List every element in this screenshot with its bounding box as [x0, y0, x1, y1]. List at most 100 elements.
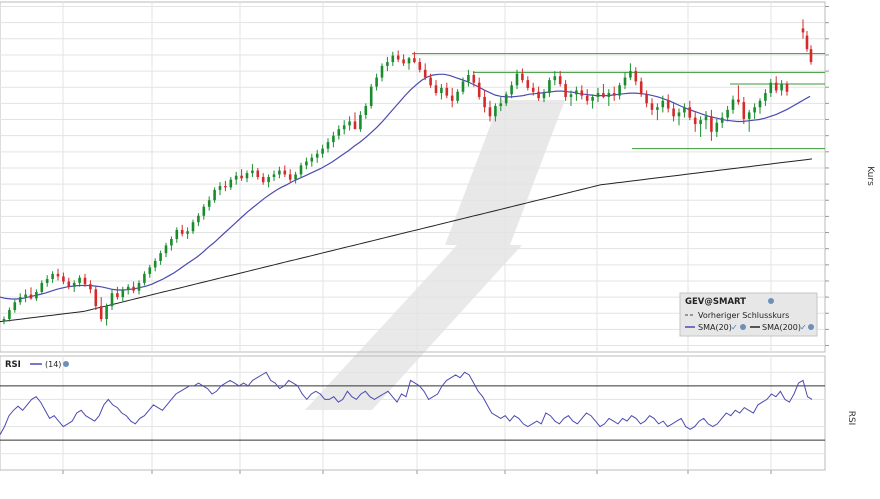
legend-prevclose-label: Vorheriger Schlusskurs	[698, 311, 789, 320]
candle-body	[283, 170, 287, 175]
candle-body	[564, 84, 567, 97]
price-axis-label: Kurs	[865, 166, 875, 186]
candle-body	[585, 95, 589, 101]
candle-body	[569, 94, 573, 97]
candle-body	[809, 49, 813, 63]
candle-body	[386, 62, 389, 66]
candle-body	[315, 153, 319, 158]
rsi-info-icon[interactable]	[63, 361, 69, 367]
candle-body	[83, 277, 87, 285]
candle-body	[607, 93, 611, 97]
candle-body	[126, 286, 130, 290]
candle-body	[191, 222, 195, 232]
candle-body	[99, 306, 103, 320]
candle-body	[445, 87, 449, 96]
candle-body	[780, 84, 783, 91]
candle-body	[548, 80, 551, 94]
legend-sma200-label: SMA(200)	[762, 323, 801, 332]
candle-body	[332, 135, 335, 143]
legend-sma200-info-icon[interactable]	[808, 324, 814, 330]
candle-body	[375, 77, 378, 87]
candle-body	[8, 310, 11, 320]
candle-body	[634, 71, 638, 82]
candle-body	[612, 93, 616, 96]
candle-body	[429, 77, 432, 86]
candle-body	[35, 291, 38, 299]
candle-body	[348, 121, 351, 126]
candle-body	[629, 71, 632, 78]
candle-body	[407, 58, 411, 64]
candle-body	[764, 93, 767, 101]
watermark-slash-lower	[305, 245, 522, 410]
candle-body	[267, 177, 270, 183]
legend-title-info-icon[interactable]	[768, 298, 774, 304]
candle-body	[731, 99, 735, 110]
candle-body	[402, 59, 405, 64]
legend-sma20-info-icon[interactable]	[740, 324, 746, 330]
rsi-period-label: (14)	[45, 360, 61, 369]
candle-body	[202, 206, 206, 216]
candle-body	[321, 148, 324, 154]
candle-body	[645, 94, 648, 104]
rsi-title: RSI	[5, 360, 21, 370]
candle-body	[661, 100, 665, 108]
candle-body	[337, 129, 341, 136]
candle-body	[148, 267, 152, 274]
candle-body	[753, 107, 756, 113]
candle-body	[51, 273, 54, 280]
candle-body	[153, 260, 157, 268]
candle-body	[143, 273, 146, 283]
candle-body	[542, 93, 546, 99]
candle-body	[758, 100, 762, 108]
candle-body	[186, 231, 189, 234]
candle-body	[693, 117, 697, 125]
candle-body	[175, 229, 179, 239]
candle-body	[380, 65, 384, 78]
candle-body	[467, 74, 470, 82]
candle-body	[805, 35, 809, 50]
candle-body	[720, 117, 724, 123]
candle-body	[234, 175, 238, 180]
candle-body	[45, 279, 49, 283]
candle-body	[396, 55, 400, 60]
candle-body	[510, 85, 513, 95]
rsi-line	[0, 371, 813, 435]
candle-body	[272, 174, 276, 177]
candle-body	[531, 87, 535, 92]
candle-body	[602, 93, 605, 97]
candle-body	[488, 107, 492, 117]
candle-body	[553, 76, 557, 81]
candle-body	[342, 125, 346, 130]
candle-body	[499, 103, 503, 106]
candle-body	[29, 294, 33, 299]
candle-body	[456, 91, 459, 101]
candle-body	[666, 100, 670, 109]
sma200-line	[0, 158, 813, 323]
candle-body	[423, 69, 427, 78]
rsi-panel	[0, 355, 826, 471]
candle-body	[256, 170, 260, 177]
candle-body	[672, 108, 675, 117]
candle-body	[715, 122, 719, 132]
candle-body	[137, 282, 141, 291]
candle-body	[170, 238, 173, 246]
candle-body	[121, 289, 125, 298]
candle-body	[72, 282, 76, 287]
candle-body	[18, 297, 22, 303]
candle-body	[229, 179, 233, 188]
candle-body	[521, 73, 524, 81]
candle-body	[769, 82, 773, 94]
candle-body	[240, 175, 243, 179]
candle-body	[24, 294, 27, 298]
candle-body	[251, 170, 254, 174]
candle-body	[180, 229, 184, 234]
candle-body	[774, 82, 778, 91]
candle-body	[110, 293, 114, 307]
candle-body	[747, 112, 751, 119]
candle-body	[737, 99, 740, 103]
candle-body	[364, 105, 368, 116]
candle-body	[526, 80, 530, 88]
candle-body	[558, 76, 562, 85]
candle-body	[78, 277, 81, 283]
candle-body	[683, 107, 686, 113]
